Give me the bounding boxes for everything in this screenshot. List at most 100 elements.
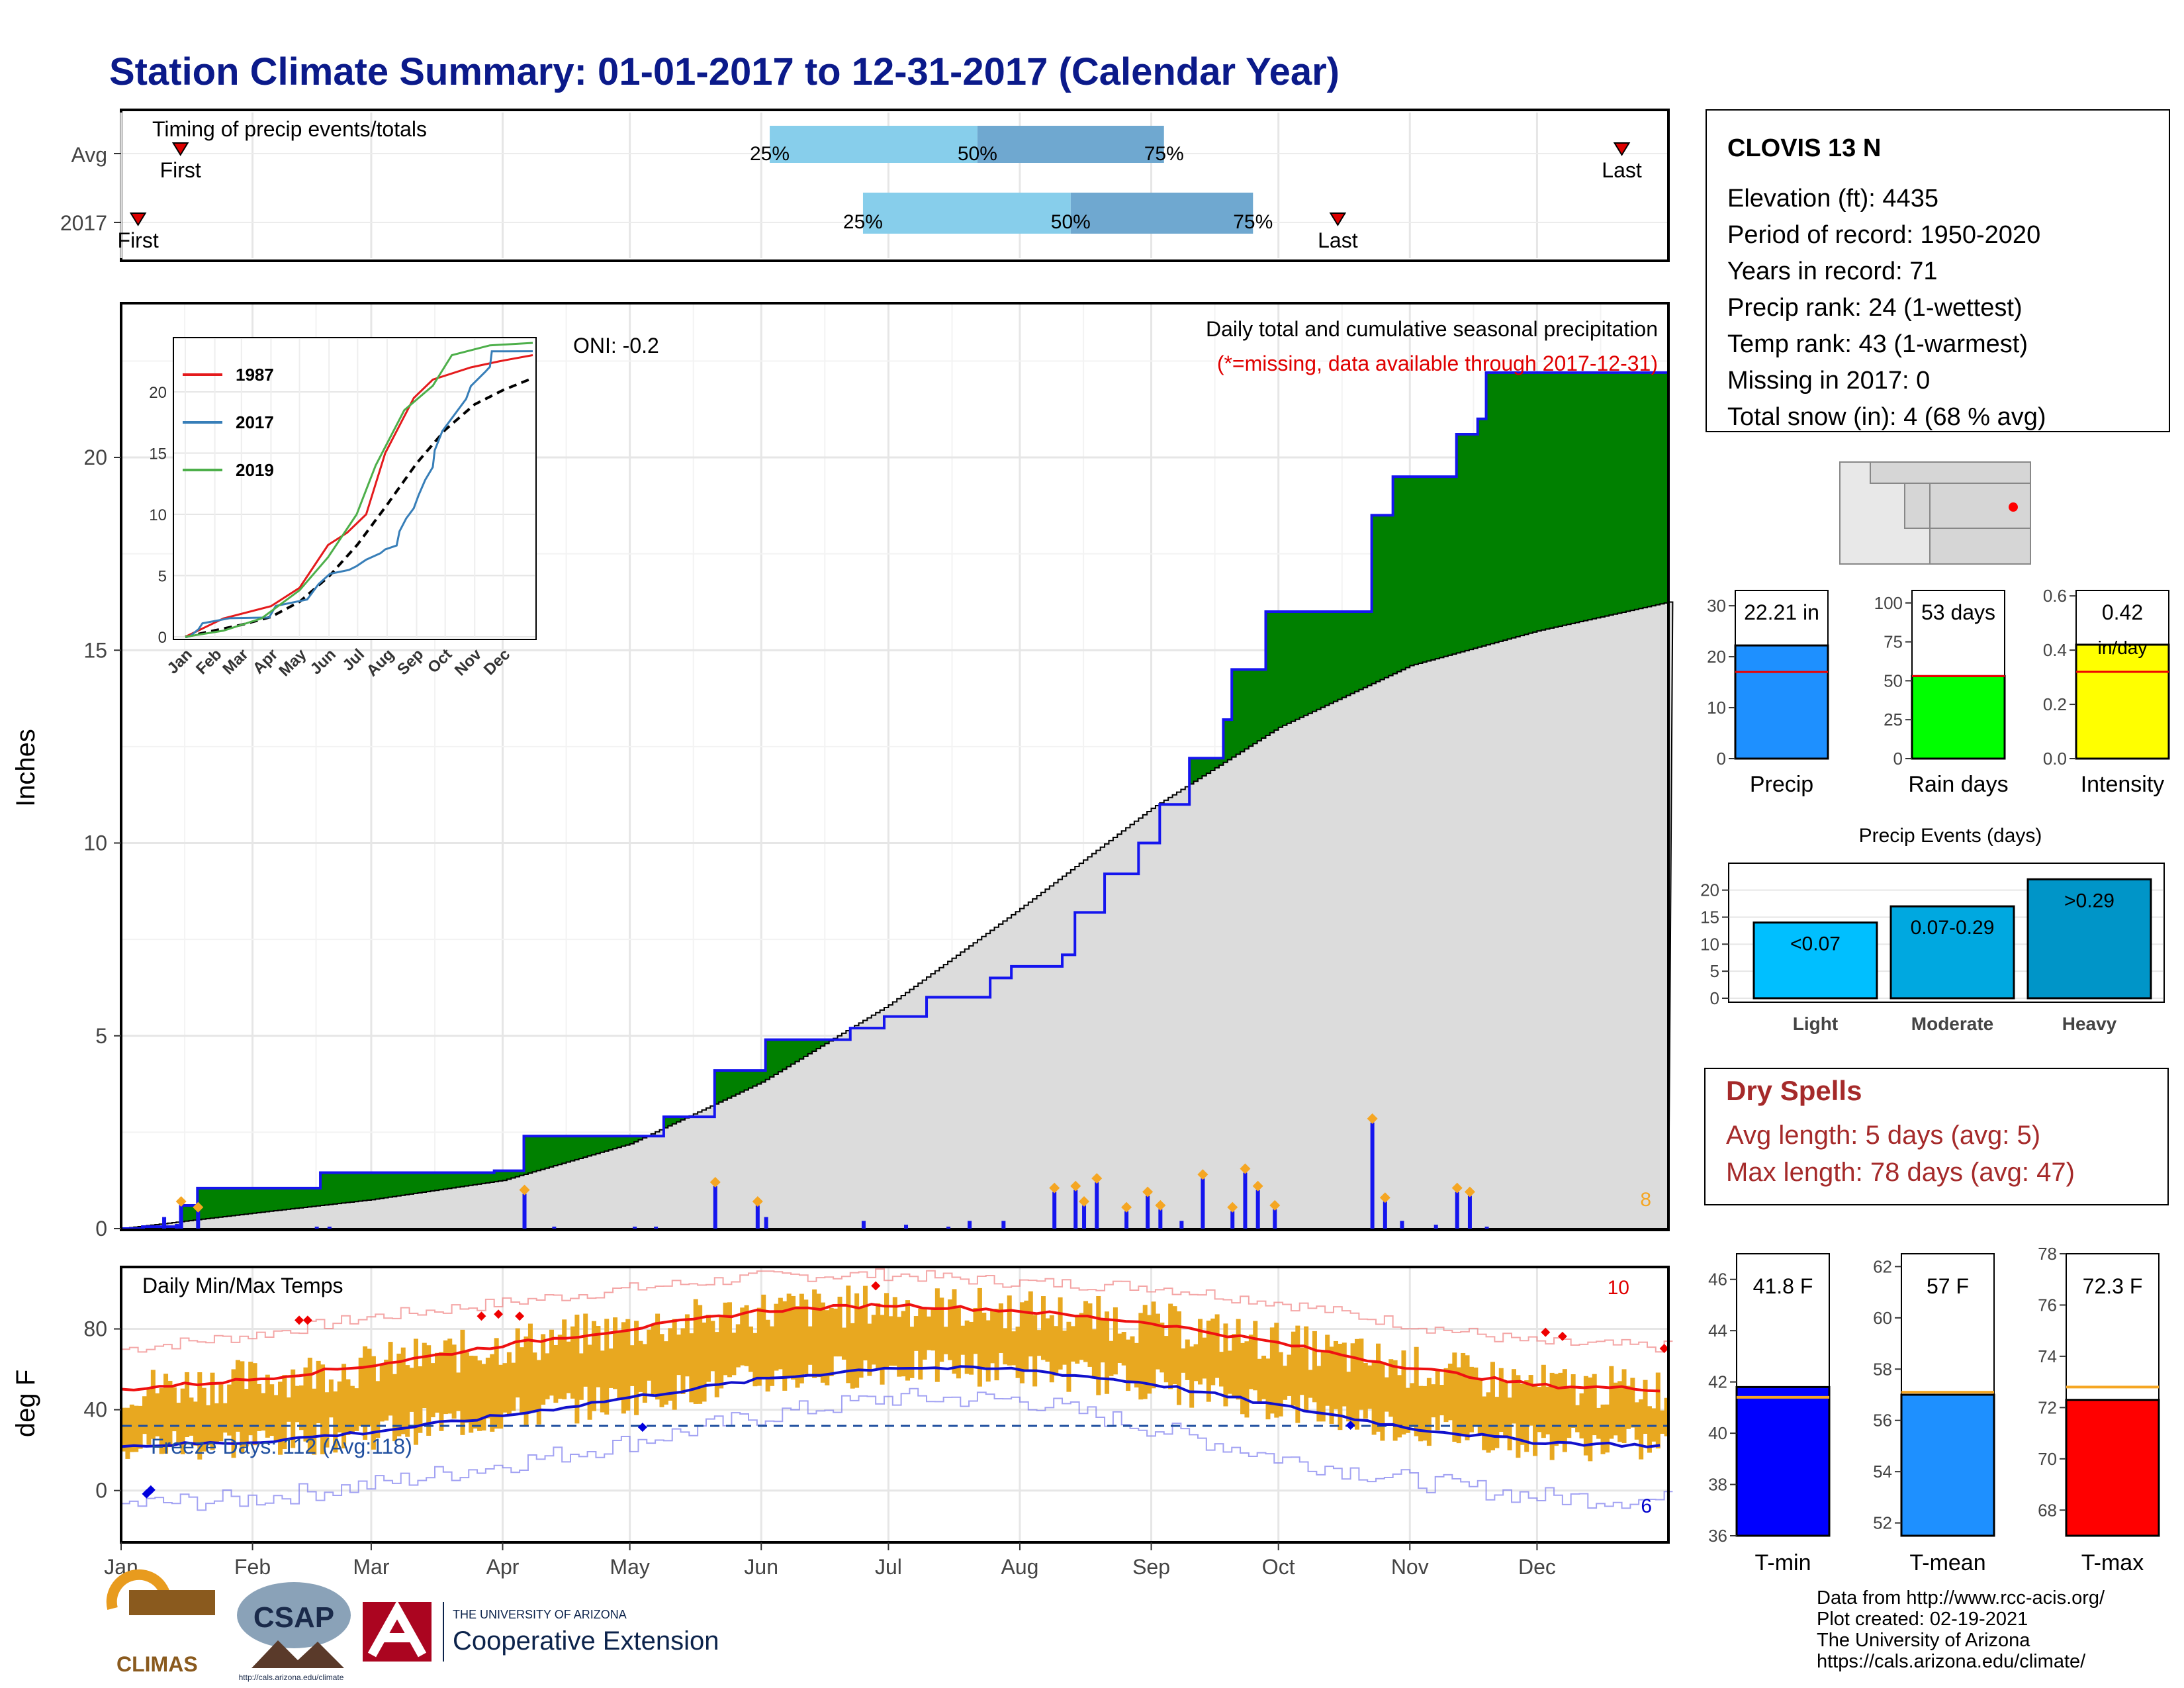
daily-temp-bar: [820, 1302, 825, 1383]
record-high-marker: [1541, 1327, 1551, 1337]
daily-precip-marker: [1197, 1169, 1208, 1180]
daily-temp-bar: [121, 1407, 126, 1452]
daily-temp-bar: [1350, 1343, 1355, 1427]
events-bar: [1889, 905, 2015, 1000]
daily-precip-bar: [904, 1225, 909, 1229]
daily-temp-bar: [1604, 1404, 1610, 1453]
precip-departure-day: [214, 1188, 220, 1218]
daily-temp-bar: [1283, 1366, 1288, 1400]
daily-temp-bar: [418, 1366, 423, 1433]
daily-temp-bar: [892, 1297, 897, 1366]
daily-temp-bar: [1439, 1385, 1445, 1416]
quartile-box-25-50: [770, 126, 978, 163]
summary-bar-tick-label: 0.4: [2043, 640, 2067, 660]
precip-departure-day: [189, 1205, 194, 1221]
precip-departure-day: [1452, 477, 1457, 655]
precip-departure-day: [774, 1039, 779, 1074]
precip-departure-day: [291, 1188, 296, 1209]
precip-departure-day: [807, 1039, 813, 1054]
precip-departure-day: [206, 1188, 211, 1219]
precip-departure-day: [1575, 372, 1580, 623]
daily-temp-bar: [1461, 1352, 1466, 1435]
daily-temp-bar: [231, 1369, 236, 1458]
daily-precip-bar: [1201, 1178, 1205, 1229]
daily-precip-bar: [755, 1205, 760, 1229]
precip-departure-day: [727, 1070, 733, 1098]
daily-temp-bar: [278, 1382, 283, 1455]
precip-departure-day: [1367, 612, 1373, 686]
precip-departure-day: [795, 1039, 800, 1062]
precip-departure-day: [1625, 372, 1631, 612]
station-info-line: Missing in 2017: 0: [1727, 367, 1930, 395]
daily-temp-bar: [541, 1334, 546, 1405]
daily-temp-bar: [841, 1327, 846, 1360]
precip-departure-day: [248, 1188, 253, 1214]
daily-precip-marker: [519, 1184, 530, 1196]
daily-temp-bar: [693, 1299, 698, 1404]
precip-departure-day: [527, 1136, 533, 1174]
daily-temp-bar: [146, 1389, 152, 1445]
daily-temp-bar: [1435, 1370, 1440, 1430]
daily-temp-bar: [430, 1363, 435, 1417]
summary-bar-value: [2075, 643, 2170, 760]
timing-first-marker: [129, 212, 147, 226]
precip-departure-day: [1197, 758, 1203, 779]
events-tick-label: 15: [1700, 908, 1719, 927]
daily-temp-bar: [778, 1297, 783, 1370]
daily-temp-bar: [1003, 1328, 1008, 1365]
precip-departure-day: [1461, 434, 1466, 652]
daily-precip-marker: [1269, 1199, 1281, 1211]
precip-y-tick-label: 15: [83, 638, 107, 662]
station-info-line: Years in record: 71: [1727, 258, 1938, 285]
precip-departure-day: [494, 1170, 499, 1182]
precip-departure-day: [1227, 720, 1233, 760]
daily-temp-bar: [481, 1364, 486, 1430]
precip-departure-day: [1562, 372, 1568, 626]
daily-temp-bar: [854, 1293, 860, 1388]
precip-departure-day: [1244, 669, 1250, 749]
daily-temp-bar: [367, 1348, 372, 1427]
precip-departure-day: [1567, 372, 1572, 625]
timing-last-label: Last: [1602, 158, 1642, 182]
month-tick-label: Jul: [875, 1555, 902, 1579]
daily-temp-bar: [1130, 1336, 1135, 1381]
daily-temp-bar: [1100, 1320, 1105, 1363]
daily-temp-bar: [405, 1365, 410, 1437]
temp-bar-tick-label: 56: [1873, 1411, 1892, 1430]
csap-logo: CSAP http://cals.arizona.edu/climate: [237, 1582, 351, 1682]
precip-departure-day: [613, 1136, 618, 1149]
daily-temp-bar: [998, 1303, 1003, 1353]
daily-precip-marker: [175, 1196, 187, 1207]
precip-departure-day: [447, 1172, 453, 1189]
daily-temp-bar: [473, 1356, 478, 1429]
daily-temp-bar: [1040, 1296, 1046, 1360]
daily-precip-bar: [1124, 1211, 1129, 1229]
daily-temp-bar: [180, 1388, 185, 1454]
precip-departure-day: [803, 1039, 809, 1056]
daily-temp-bar: [1109, 1340, 1114, 1376]
daily-precip-bar: [196, 1211, 201, 1229]
temp-bar-tick-label: 78: [2038, 1244, 2057, 1264]
daily-temp-bar: [511, 1362, 516, 1411]
precip-events-chart: Precip Events (days) 05101520<0.07Light0…: [1700, 825, 2165, 1034]
precip-frame: [120, 302, 1670, 1231]
record-high-marker: [477, 1311, 486, 1321]
daily-temp-bar: [1613, 1382, 1618, 1436]
precip-departure-day: [562, 1136, 567, 1164]
daily-temp-bar: [532, 1352, 537, 1413]
summary-bar-tick-label: 0.0: [2043, 749, 2067, 769]
precip-departure-day: [1350, 612, 1355, 694]
daily-temp-bar: [684, 1314, 690, 1377]
daily-temp-bar: [1070, 1326, 1075, 1362]
daily-temp-bar: [1227, 1350, 1232, 1394]
daily-temp-bar: [464, 1352, 469, 1423]
daily-temp-bar: [621, 1322, 626, 1414]
daily-temp-bar: [494, 1338, 499, 1429]
daily-temp-bar: [358, 1357, 363, 1427]
daily-temp-bar: [1045, 1318, 1050, 1362]
daily-temp-bar: [676, 1335, 682, 1376]
events-bar: [1752, 921, 1878, 1000]
quartile-box-50-75: [977, 126, 1164, 163]
daily-temp-bar: [523, 1336, 529, 1426]
daily-precip-bar: [1455, 1192, 1459, 1229]
